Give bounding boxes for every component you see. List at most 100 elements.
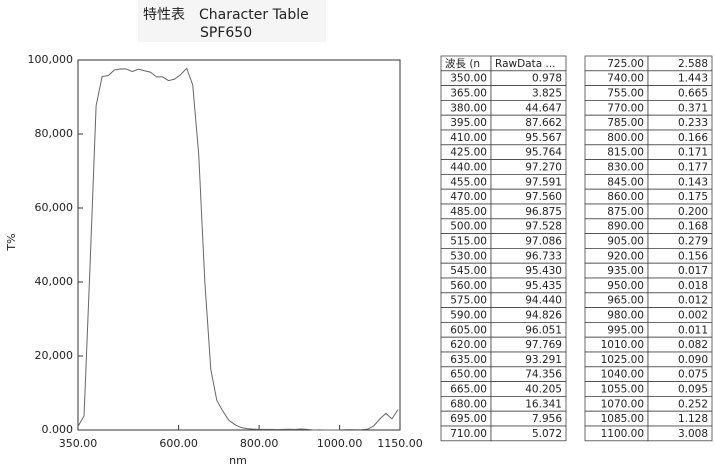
- table-cell: 575.00: [450, 295, 487, 307]
- x-tick-label: 350.00: [59, 437, 98, 450]
- table-cell: 920.00: [607, 250, 644, 262]
- table-cell: 44.647: [525, 102, 562, 114]
- table-cell: 97.086: [525, 236, 562, 248]
- table-cell: 470.00: [450, 191, 487, 203]
- table-cell: 1085.00: [601, 413, 644, 425]
- y-tick-label: 100,000: [28, 53, 74, 66]
- table-cell-box: [490, 425, 567, 442]
- table-cell: 95.430: [525, 265, 562, 277]
- table-cell: 380.00: [450, 102, 487, 114]
- table-cell: 995.00: [607, 324, 644, 336]
- table-cell: 0.371: [678, 102, 708, 114]
- table-cell: 410.00: [450, 132, 487, 144]
- table-cell: 455.00: [450, 176, 487, 188]
- table-cell-box: [647, 425, 713, 442]
- table-cell: 425.00: [450, 147, 487, 159]
- table-cell: 1025.00: [601, 354, 644, 366]
- x-tick-label: 600.00: [159, 437, 198, 450]
- table-cell: 97.591: [525, 176, 562, 188]
- y-tick-label: 60,000: [35, 201, 74, 214]
- table-cell: 740.00: [607, 73, 644, 85]
- y-tick-label: 20,000: [35, 349, 74, 362]
- x-tick-label: 1000.00: [317, 437, 363, 450]
- table-cell: 755.00: [607, 88, 644, 100]
- table-cell: 0.978: [532, 73, 562, 85]
- table-cell: 0.665: [678, 88, 708, 100]
- table-cell: 94.826: [525, 310, 562, 322]
- table-cell: 40.205: [525, 384, 562, 396]
- table-cell: 0.279: [678, 236, 708, 248]
- table-cell: 0.156: [678, 250, 708, 262]
- x-tick-label: 800.00: [240, 437, 279, 450]
- table-cell: 950.00: [607, 280, 644, 292]
- table-cell: 1070.00: [601, 398, 644, 410]
- table-cell: 1055.00: [601, 384, 644, 396]
- table-cell: 980.00: [607, 310, 644, 322]
- table-cell: 0.175: [678, 191, 708, 203]
- table-cell: 845.00: [607, 176, 644, 188]
- table-cell: 965.00: [607, 295, 644, 307]
- table-cell: 0.002: [678, 310, 708, 322]
- table-cell: 680.00: [450, 398, 487, 410]
- table-cell: 545.00: [450, 265, 487, 277]
- table-cell: 16.341: [525, 398, 562, 410]
- table-cell: 0.252: [678, 398, 708, 410]
- table-cell: 96.875: [525, 206, 562, 218]
- table-cell: 0.166: [678, 132, 708, 144]
- table-cell: 0.233: [678, 117, 708, 129]
- x-axis-label: nm: [229, 454, 247, 467]
- table-cell: 0.090: [678, 354, 708, 366]
- table-cell: 0.095: [678, 384, 708, 396]
- table-cell: 97.769: [525, 339, 562, 351]
- table-cell: 96.733: [525, 250, 562, 262]
- table-cell: 695.00: [450, 413, 487, 425]
- table-cell: 515.00: [450, 236, 487, 248]
- table-cell: 890.00: [607, 221, 644, 233]
- table-cell: 635.00: [450, 354, 487, 366]
- table-cell: 815.00: [607, 147, 644, 159]
- table-cell: 97.270: [525, 162, 562, 174]
- y-tick-label: 40,000: [35, 275, 74, 288]
- table-cell: 665.00: [450, 384, 487, 396]
- table-cell: 95.764: [525, 147, 562, 159]
- table-cell: 74.356: [525, 369, 562, 381]
- table-cell: 3.008: [678, 428, 708, 440]
- table-cell: 95.567: [525, 132, 562, 144]
- table-cell: 0.200: [678, 206, 708, 218]
- table-cell: 0.171: [678, 147, 708, 159]
- table-cell: 0.143: [678, 176, 708, 188]
- table-header: RawData ...: [495, 58, 556, 70]
- y-tick-label: 80,000: [35, 127, 74, 140]
- table-cell: 590.00: [450, 310, 487, 322]
- table-cell: 365.00: [450, 88, 487, 100]
- table-cell: 905.00: [607, 236, 644, 248]
- table-cell: 96.051: [525, 324, 562, 336]
- table-cell: 7.956: [532, 413, 562, 425]
- table-cell: 1010.00: [601, 339, 644, 351]
- table-cell: 0.075: [678, 369, 708, 381]
- subtitle: SPF650: [200, 25, 252, 41]
- table-cell: 1100.00: [601, 428, 644, 440]
- table-cell: 0.012: [678, 295, 708, 307]
- table-cell: 785.00: [607, 117, 644, 129]
- table-cell: 97.560: [525, 191, 562, 203]
- table-cell: 350.00: [450, 73, 487, 85]
- table-cell: 485.00: [450, 206, 487, 218]
- table-cell: 605.00: [450, 324, 487, 336]
- table-cell: 0.011: [678, 324, 708, 336]
- table-cell: 725.00: [607, 58, 644, 70]
- table-cell: 2.588: [678, 58, 708, 70]
- table-cell: 0.177: [678, 162, 708, 174]
- y-axis-label: T%: [5, 233, 18, 251]
- table-cell: 95.435: [525, 280, 562, 292]
- table-cell: 770.00: [607, 102, 644, 114]
- table-cell: 93.291: [525, 354, 562, 366]
- table-cell: 5.072: [532, 428, 562, 440]
- table-cell: 830.00: [607, 162, 644, 174]
- spectrum-line: [77, 67, 399, 431]
- table-cell: 0.018: [678, 280, 708, 292]
- table-cell: 935.00: [607, 265, 644, 277]
- y-tick-label: 0.000: [42, 423, 74, 436]
- table-cell: 620.00: [450, 339, 487, 351]
